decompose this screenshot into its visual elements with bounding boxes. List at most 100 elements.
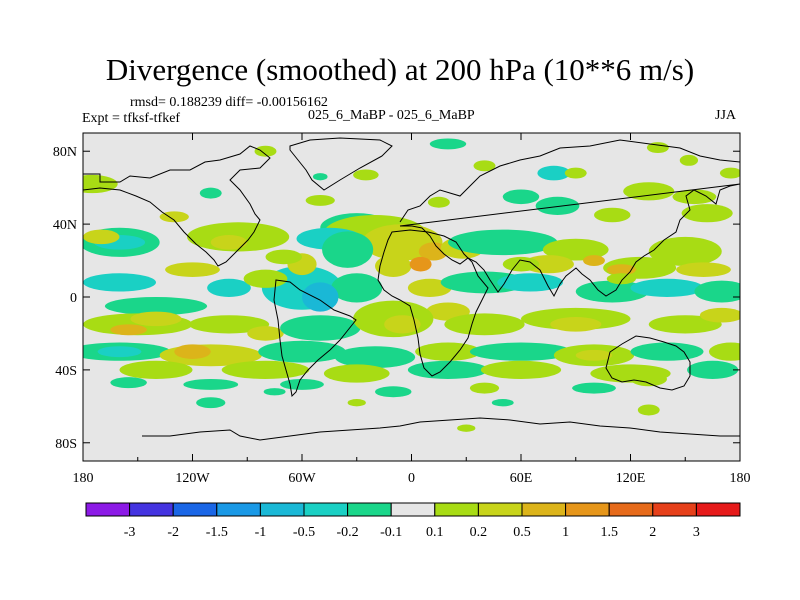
colorbar-level-label: 0.2 bbox=[470, 525, 488, 540]
contour-fill-patch bbox=[302, 282, 339, 312]
colorbar-swatch bbox=[172, 502, 218, 517]
y-tick-label: 80S bbox=[55, 437, 77, 452]
contour-fill-patch bbox=[334, 346, 416, 369]
contour-fill-patch bbox=[263, 388, 286, 396]
rmsd-diff-label: rmsd= 0.188239 diff= -0.00156162 bbox=[130, 95, 328, 110]
contour-fill-patch bbox=[630, 371, 667, 387]
contour-fill-patch bbox=[254, 145, 277, 157]
y-tick-label: 40S bbox=[55, 364, 77, 379]
coastline-north-america bbox=[83, 145, 271, 267]
coastline-layer bbox=[83, 137, 740, 441]
contour-fill-patch bbox=[243, 269, 288, 288]
contour-fill-patch bbox=[130, 311, 182, 327]
x-tick-label: 0 bbox=[408, 471, 415, 486]
contour-fill-patch bbox=[415, 342, 481, 361]
x-tick-label: 120E bbox=[616, 471, 646, 486]
coastline-antarctica bbox=[142, 417, 740, 441]
contour-fill-patch bbox=[384, 315, 421, 334]
contour-fill-patch bbox=[630, 278, 704, 297]
contour-fill-patch bbox=[312, 173, 328, 181]
colorbar-level-label: -1 bbox=[255, 525, 267, 540]
contour-fill-patch bbox=[210, 235, 248, 250]
contour-fill-patch bbox=[672, 189, 717, 205]
map-plot-area bbox=[83, 133, 740, 461]
colorbar-swatch bbox=[303, 502, 349, 517]
y-tick-label: 80N bbox=[53, 145, 77, 160]
contour-fill-patch bbox=[679, 154, 699, 166]
contour-fill-patch bbox=[550, 317, 602, 332]
x-tick-label: 180 bbox=[730, 471, 751, 486]
colorbar-level-label: -3 bbox=[124, 525, 136, 540]
contour-fill-patch bbox=[542, 238, 609, 261]
contour-fill-patch bbox=[247, 326, 284, 341]
contour-fill-patch bbox=[305, 194, 335, 206]
x-tick-label: 180 bbox=[73, 471, 94, 486]
experiment-label: Expt = tfksf-tfkef bbox=[82, 111, 181, 126]
contour-fill-patch bbox=[174, 344, 211, 359]
x-tick-label: 120W bbox=[175, 471, 210, 486]
contour-fill-layer bbox=[83, 138, 740, 432]
colorbar-swatch bbox=[695, 502, 741, 517]
colorbar-swatch bbox=[85, 502, 131, 517]
colorbar-level-label: 1.5 bbox=[600, 525, 618, 540]
contour-fill-patch bbox=[469, 342, 573, 361]
contour-fill-patch bbox=[623, 182, 675, 201]
contour-fill-patch bbox=[331, 273, 383, 303]
contour-fill-patch bbox=[427, 196, 450, 208]
contour-fill-patch bbox=[221, 360, 310, 379]
contour-fill-patch bbox=[375, 255, 412, 277]
coastline-europe-asia bbox=[399, 139, 740, 298]
coastline-africa bbox=[377, 229, 489, 377]
colorbar: -3 -2 -1.5 -1 -0.5 -0.2 -0.1 0.1 0.2 0.5 1 1.5 2 3 bbox=[85, 502, 741, 540]
colorbar-level-label: -0.2 bbox=[337, 525, 359, 540]
colorbar-level-label: -0.5 bbox=[293, 525, 315, 540]
colorbar-swatch bbox=[477, 502, 523, 517]
contour-fill-patch bbox=[648, 315, 722, 334]
contour-fill-patch bbox=[429, 138, 467, 150]
coastline-greenland bbox=[289, 137, 393, 191]
colorbar-level-label: 2 bbox=[649, 525, 656, 540]
contour-fill-patch bbox=[502, 256, 540, 272]
contour-fill-patch bbox=[694, 280, 740, 303]
colorbar-level-label: -1.5 bbox=[206, 525, 228, 540]
contour-fill-patch bbox=[83, 174, 118, 194]
contour-fill-patch bbox=[280, 379, 324, 390]
contour-fill-patch bbox=[444, 313, 525, 336]
contour-fill-patch bbox=[497, 273, 563, 292]
contour-fill-patch bbox=[407, 278, 452, 297]
x-axis: 180 120W 60W 0 60E 120E 180 bbox=[73, 133, 751, 486]
colorbar-level-label: -2 bbox=[167, 525, 179, 540]
contour-fill-patch bbox=[83, 229, 120, 245]
contour-fill-patch bbox=[572, 382, 616, 394]
colorbar-level-label: -0.1 bbox=[380, 525, 402, 540]
colorbar-level-label: 0.5 bbox=[513, 525, 531, 540]
contour-fill-patch bbox=[353, 169, 379, 181]
contour-fill-patch bbox=[457, 424, 476, 432]
colorbar-level-label: 1 bbox=[562, 525, 569, 540]
contour-fill-patch bbox=[322, 231, 374, 268]
season-label: JJA bbox=[715, 108, 737, 123]
contour-fill-patch bbox=[165, 262, 220, 277]
contour-fill-patch bbox=[199, 187, 222, 199]
contour-fill-patch bbox=[83, 273, 156, 292]
contour-fill-patch bbox=[347, 399, 366, 407]
contour-fill-patch bbox=[502, 189, 540, 205]
colorbar-swatch bbox=[347, 502, 392, 517]
colorbar-swatch bbox=[652, 502, 697, 517]
colorbar-swatch bbox=[608, 502, 654, 517]
contour-fill-patch bbox=[409, 256, 432, 272]
contour-fill-patch bbox=[606, 264, 636, 276]
contour-fill-patch bbox=[630, 342, 704, 361]
contour-fill-patch bbox=[110, 324, 147, 336]
y-tick-label: 40N bbox=[53, 218, 77, 233]
chart-title: Divergence (smoothed) at 200 hPa (10**6 … bbox=[105, 52, 695, 87]
contour-fill-patch bbox=[418, 242, 448, 261]
contour-fill-patch bbox=[110, 377, 147, 389]
contour-fill-patch bbox=[159, 211, 189, 223]
coastline-australia bbox=[605, 335, 691, 391]
contour-fill-patch bbox=[606, 273, 636, 285]
contour-fill-patch bbox=[375, 386, 412, 398]
contour-fill-patch bbox=[537, 165, 571, 181]
colorbar-swatch bbox=[129, 502, 174, 517]
